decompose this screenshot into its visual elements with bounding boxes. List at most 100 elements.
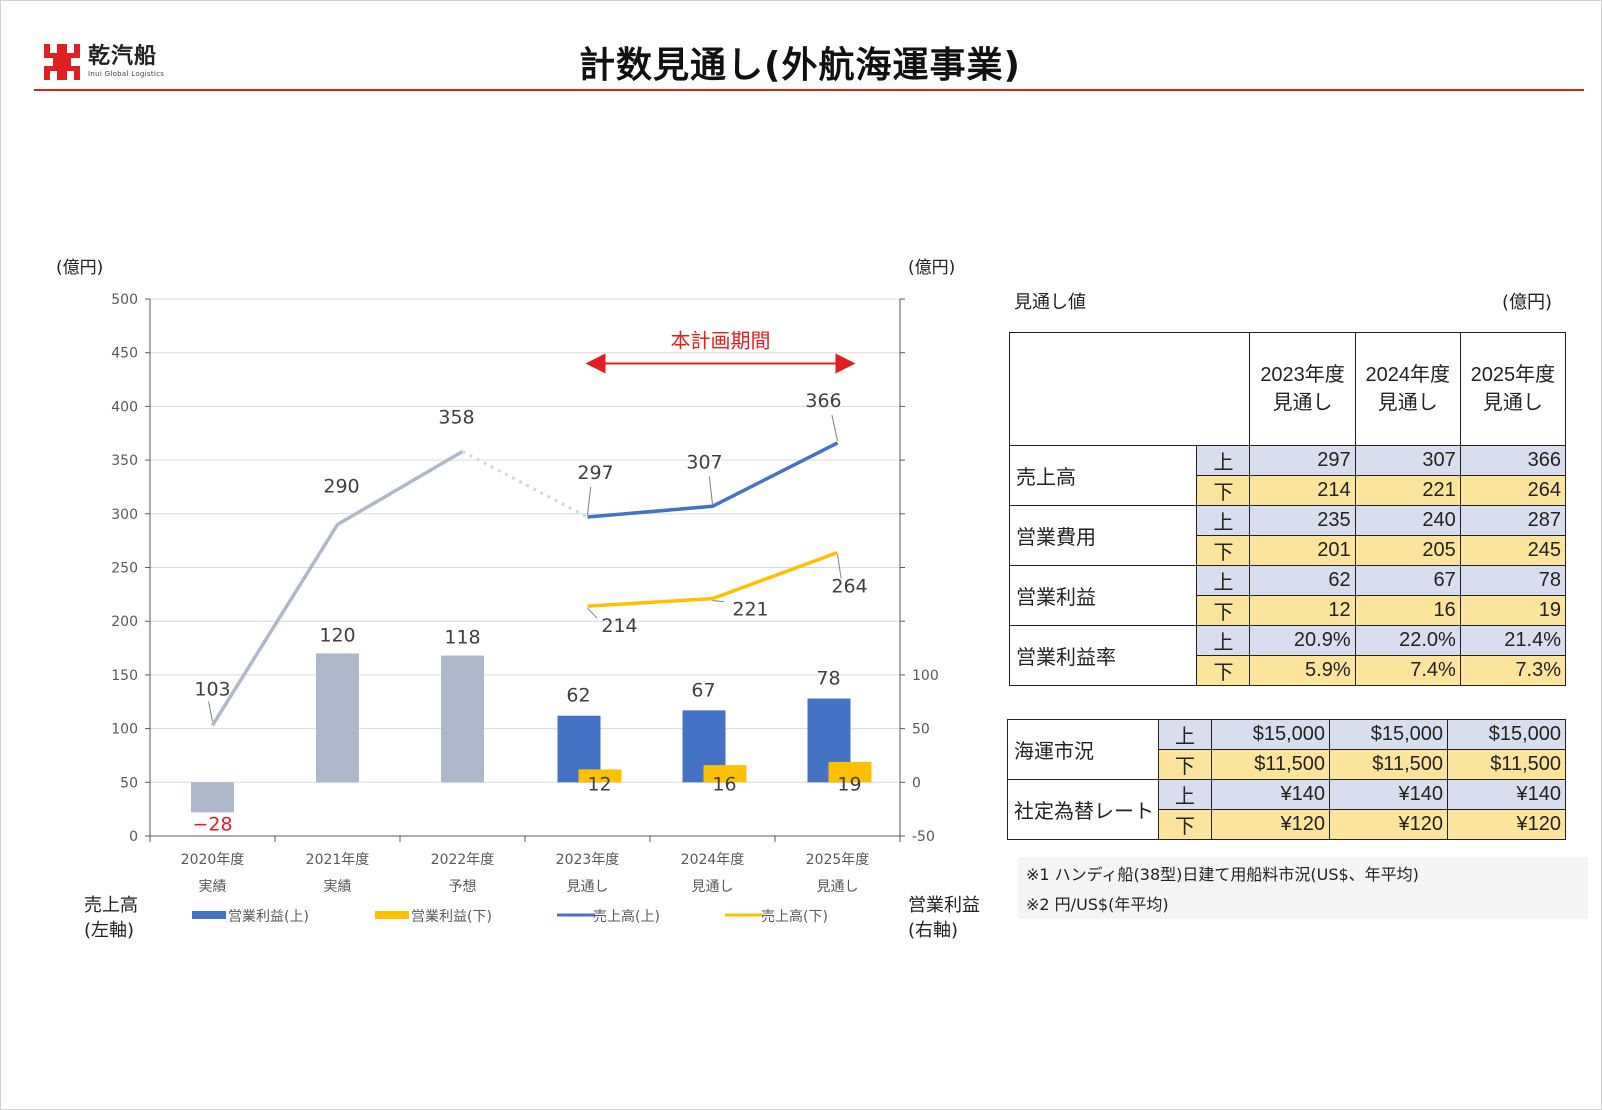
- table-cell: 245: [1459, 535, 1567, 566]
- left-axis-unit: (億円): [56, 258, 104, 278]
- note-2: ※2 円/US$(年平均): [1018, 887, 1588, 919]
- table-cell: 307: [1354, 445, 1461, 476]
- data-label-sales-lower: 214: [601, 615, 637, 637]
- x-tick-sublabel: 見通し: [817, 879, 859, 895]
- right-tick-label: 0: [912, 775, 921, 791]
- table-cell: 221: [1354, 475, 1461, 506]
- data-label-op-profit-lower: 16: [712, 773, 736, 795]
- table-cell: $11,500: [1329, 749, 1448, 780]
- right-tick-label: 50: [912, 722, 930, 738]
- column-header: 2024年度 見通し: [1354, 332, 1461, 446]
- bar-op-profit-lower: [703, 765, 747, 783]
- left-tick-label: 250: [111, 561, 138, 577]
- label-leader: [587, 607, 598, 619]
- label-leader: [837, 554, 842, 579]
- axes: 0 50 100 150 200 250 300 350 400 450 500 -50 0 50 100 2…: [111, 292, 938, 895]
- x-tick-sublabel: 見通し: [567, 879, 609, 895]
- left-tick-label: 450: [111, 346, 138, 362]
- column-header: 2025年度 見通し: [1459, 332, 1567, 446]
- upper-case-tag: 上: [1158, 719, 1212, 750]
- data-label-sales-upper: 366: [805, 390, 841, 412]
- lower-case-tag: 下: [1158, 749, 1212, 780]
- lower-case-tag: 下: [1196, 655, 1251, 686]
- legend-label: 売上高(上): [593, 908, 660, 925]
- table-row: 下 ¥120 ¥120 ¥120: [1008, 809, 1566, 840]
- bar-op-profit-lower: [578, 769, 622, 783]
- lower-case-tag: 下: [1196, 535, 1251, 566]
- line-sales-bridge: [461, 450, 589, 519]
- data-label-sales-actual: 103: [194, 678, 230, 700]
- upper-case-tag: 上: [1196, 445, 1251, 476]
- table-cell: 21.4%: [1459, 625, 1567, 656]
- legend-swatch: [375, 911, 409, 919]
- legend-label: 売上高(下): [761, 908, 828, 925]
- data-label-sales-actual: 290: [323, 476, 359, 498]
- table-cell: 22.0%: [1354, 625, 1461, 656]
- table-cell: 297: [1249, 445, 1356, 476]
- table-cell: 20.9%: [1249, 625, 1356, 656]
- data-label-sales-lower: 221: [732, 599, 768, 621]
- x-tick-sublabel: 実績: [199, 879, 227, 895]
- logo-name: 乾汽船: [88, 44, 158, 69]
- upper-case-tag: 上: [1196, 505, 1251, 536]
- logo-icon: [44, 44, 80, 80]
- data-label-op-profit-upper: 67: [691, 679, 715, 701]
- x-tick-label: 2020年度: [181, 852, 245, 868]
- data-label-op-profit-upper: 78: [816, 668, 840, 690]
- plan-period-label: 本計画期間: [671, 328, 771, 352]
- table-unit: (億円): [1502, 292, 1553, 313]
- table-cell: 287: [1459, 505, 1567, 536]
- legend: 営業利益(上) 営業利益(下) 売上高(上) 売上高(下): [192, 908, 828, 925]
- logo-subtitle: Inui Global Logistics: [88, 70, 165, 78]
- lines: [211, 441, 839, 727]
- table-cell: 235: [1249, 505, 1356, 536]
- table-cell: 366: [1459, 445, 1567, 476]
- label-leader: [712, 600, 724, 603]
- data-label-op-profit-lower: 19: [837, 773, 861, 795]
- table-cell: $11,500: [1447, 749, 1566, 780]
- bars: [191, 653, 872, 813]
- data-label-op-profit-upper: 62: [566, 685, 590, 707]
- table-row: 売上高上 297 307 366: [1008, 445, 1567, 506]
- data-label-sales-upper: 307: [686, 451, 722, 473]
- gridlines: [150, 298, 900, 783]
- row-label: 売上高: [1008, 445, 1198, 506]
- row-label: 社定為替レート: [1007, 779, 1159, 840]
- table-header-row: 2023年度 見通し 2024年度 見通し 2025年度 見通し: [1008, 332, 1567, 446]
- table-cell: 205: [1354, 535, 1461, 566]
- table-cell: $11,500: [1211, 749, 1330, 780]
- right-axis-name: 営業利益 (右軸): [908, 895, 980, 941]
- forecast-table: 2023年度 見通し 2024年度 見通し 2025年度 見通し 売上高上 297 307…: [1008, 332, 1567, 686]
- table-cell: 62: [1249, 565, 1356, 596]
- row-label: 営業利益率: [1008, 625, 1198, 686]
- table-cell: 78: [1459, 565, 1567, 596]
- note-1: ※1 ハンディ船(38型)日建て用船料市況(US$、年平均): [1018, 857, 1588, 889]
- table-cell: ¥120: [1447, 809, 1566, 840]
- left-tick-label: 0: [129, 829, 138, 845]
- left-tick-label: 400: [111, 399, 138, 415]
- table-cell: 264: [1459, 475, 1567, 506]
- right-tick-label: -50: [912, 829, 935, 845]
- bar-op-profit-actual: [441, 655, 484, 783]
- x-tick-label: 2025年度: [806, 852, 870, 868]
- bar-op-profit-lower: [828, 761, 872, 783]
- header-empty-cell: [1008, 332, 1251, 446]
- plan-period-arrow: 本計画期間: [585, 328, 856, 374]
- table-row: 営業利益率上 20.9% 22.0% 21.4%: [1008, 625, 1567, 686]
- label-leader: [831, 414, 838, 442]
- table-cell: 19: [1459, 595, 1567, 626]
- table-cell: 240: [1354, 505, 1461, 536]
- row-label: 海運市況: [1007, 719, 1159, 780]
- label-leader: [587, 486, 592, 516]
- legend-label: 営業利益(下): [411, 909, 492, 925]
- table-row: 下 214 221 264: [1010, 475, 1567, 506]
- table-cell: 201: [1249, 535, 1356, 566]
- line-sales-actual: [211, 449, 464, 727]
- x-tick-sublabel: 予想: [449, 879, 477, 895]
- left-tick-label: 100: [111, 722, 138, 738]
- bar-op-profit-actual: [191, 782, 234, 813]
- table-cell: $15,000: [1447, 719, 1566, 750]
- table-cell: 5.9%: [1249, 655, 1356, 686]
- table-cell: 67: [1354, 565, 1461, 596]
- bar-op-profit-actual: [316, 653, 359, 783]
